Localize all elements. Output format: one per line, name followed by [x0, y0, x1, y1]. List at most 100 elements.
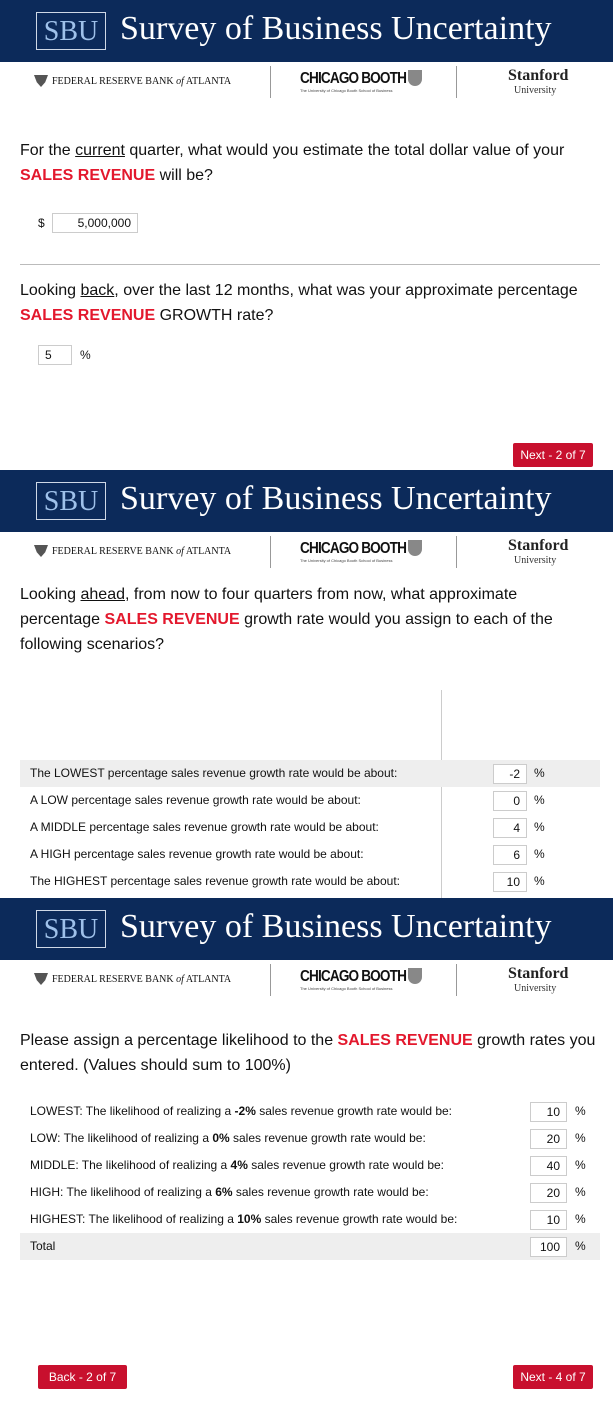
text-input[interactable]: 10 [493, 872, 527, 892]
suffix: % [575, 1185, 586, 1199]
table-row: A HIGH percentage sales revenue growth r… [20, 841, 600, 868]
fed-icon [34, 545, 48, 557]
screen-2: SBU Survey of Business Uncertainty FEDERAL… [0, 470, 613, 898]
table-row: The LOWEST percentage sales revenue grow… [20, 760, 600, 787]
row-label: The LOWEST percentage sales revenue grow… [30, 766, 398, 780]
text: LOWEST: The likelihood of realizing a [30, 1104, 235, 1118]
suffix: % [575, 1104, 586, 1118]
text: FEDERAL RESERVE BANK [52, 76, 177, 87]
stanford-logo: Stanford [508, 965, 569, 982]
logo: SBU [36, 482, 106, 520]
table-row: HIGH: The likelihood of realizing a 6% s… [20, 1179, 600, 1206]
text: SALES REVENUE [20, 167, 156, 184]
text: growth rate would you assign to each of … [20, 611, 553, 653]
row-label: A LOW percentage sales revenue growth ra… [30, 793, 361, 807]
text-input[interactable]: 5,000,000 [52, 213, 138, 233]
text: SALES REVENUE [337, 1032, 473, 1049]
separator [456, 66, 457, 98]
suffix: % [534, 820, 545, 834]
suffix: % [534, 793, 545, 807]
fed-logo: FEDERAL RESERVE BANK of ATLANTA [52, 76, 231, 87]
row-label: HIGH: The likelihood of realizing a 6% s… [30, 1179, 429, 1206]
text: ahead [80, 586, 126, 603]
text: ATLANTA [183, 974, 232, 985]
text: 6% [215, 1185, 233, 1199]
suffix: % [575, 1212, 586, 1226]
banner [0, 898, 613, 960]
title: Survey of Business Uncertainty [120, 908, 552, 945]
text: ATLANTA [183, 76, 232, 87]
logo: SBU [36, 910, 106, 948]
header: SBU Survey of Business Uncertainty FEDERAL… [0, 898, 613, 998]
suffix: % [575, 1158, 586, 1172]
table-row: A LOW percentage sales revenue growth ra… [20, 787, 600, 814]
text-input[interactable]: 20 [530, 1129, 567, 1149]
text: growth rates you entered. (Values should… [20, 1032, 596, 1074]
separator [456, 536, 457, 568]
text: FEDERAL RESERVE BANK [52, 974, 177, 985]
text-input[interactable]: 5 [38, 345, 72, 365]
text: LOW: The likelihood of realizing a [30, 1131, 213, 1145]
screen-3: SBU Survey of Business Uncertainty FEDERAL… [0, 898, 613, 1414]
booth-icon [408, 70, 422, 86]
text: of [176, 974, 184, 985]
separator [270, 66, 271, 98]
row-label: A MIDDLE percentage sales revenue growth… [30, 820, 379, 834]
stanford-subtitle: University [514, 555, 557, 566]
text: For the [20, 142, 76, 159]
row-label: A HIGH percentage sales revenue growth r… [30, 847, 364, 861]
question: Please assign a percentage likelihood to… [20, 1028, 600, 1078]
text-input[interactable]: -2 [493, 764, 527, 784]
text: Please assign a percentage likelihood to… [20, 1032, 338, 1049]
text: GROWTH rate? [155, 307, 274, 324]
text: Looking [20, 586, 81, 603]
text: current [75, 142, 125, 159]
text-input[interactable]: 4 [493, 818, 527, 838]
next-button[interactable]: Next - 2 of 7 [513, 443, 593, 467]
table-row: MIDDLE: The likelihood of realizing a 4%… [20, 1152, 600, 1179]
text: SALES REVENUE [20, 307, 156, 324]
separator [270, 536, 271, 568]
text: back [80, 282, 115, 299]
prefix: $ [38, 216, 45, 230]
text-input[interactable]: 0 [493, 791, 527, 811]
text-input[interactable]: 100 [530, 1237, 567, 1257]
next-button[interactable]: Next - 4 of 7 [513, 1365, 593, 1389]
back-button[interactable]: Back - 2 of 7 [38, 1365, 127, 1389]
header: SBU Survey of Business Uncertainty FEDERAL… [0, 470, 613, 570]
text: , from now to four quarters from now, wh… [20, 586, 518, 628]
table-row: Total 100% [20, 1233, 600, 1260]
text: sales revenue growth rate would be: [232, 1185, 429, 1199]
booth-logo: CHICAGO BOOTH [300, 540, 407, 557]
separator [456, 964, 457, 996]
text-input[interactable]: 10 [530, 1210, 567, 1230]
divider [20, 264, 600, 265]
fed-logo: FEDERAL RESERVE BANK of ATLANTA [52, 974, 231, 985]
text: sales revenue growth rate would be: [247, 1158, 445, 1172]
text: 0% [212, 1131, 230, 1145]
title: Survey of Business Uncertainty [120, 10, 552, 47]
separator [270, 964, 271, 996]
table-row: HIGHEST: The likelihood of realizing a 1… [20, 1206, 600, 1233]
banner [0, 470, 613, 532]
text: Looking [20, 282, 81, 299]
text-input[interactable]: 20 [530, 1183, 567, 1203]
text-input[interactable]: 10 [530, 1102, 567, 1122]
text: of [176, 546, 184, 557]
stanford-subtitle: University [514, 85, 557, 96]
row-label: LOW: The likelihood of realizing a 0% sa… [30, 1125, 426, 1152]
booth-subtitle: The University of Chicago Booth School o… [300, 986, 393, 991]
booth-subtitle: The University of Chicago Booth School o… [300, 558, 393, 563]
suffix: % [575, 1131, 586, 1145]
stanford-subtitle: University [514, 983, 557, 994]
text-input[interactable]: 40 [530, 1156, 567, 1176]
text: Total [30, 1239, 56, 1253]
column-divider [441, 690, 442, 898]
row-label: HIGHEST: The likelihood of realizing a 1… [30, 1206, 457, 1233]
text-input[interactable]: 6 [493, 845, 527, 865]
suffix: % [575, 1239, 586, 1253]
booth-logo: CHICAGO BOOTH [300, 968, 407, 985]
text: SALES REVENUE [104, 611, 240, 628]
banner [0, 0, 613, 62]
table-row: LOWEST: The likelihood of realizing a -2… [20, 1098, 600, 1125]
